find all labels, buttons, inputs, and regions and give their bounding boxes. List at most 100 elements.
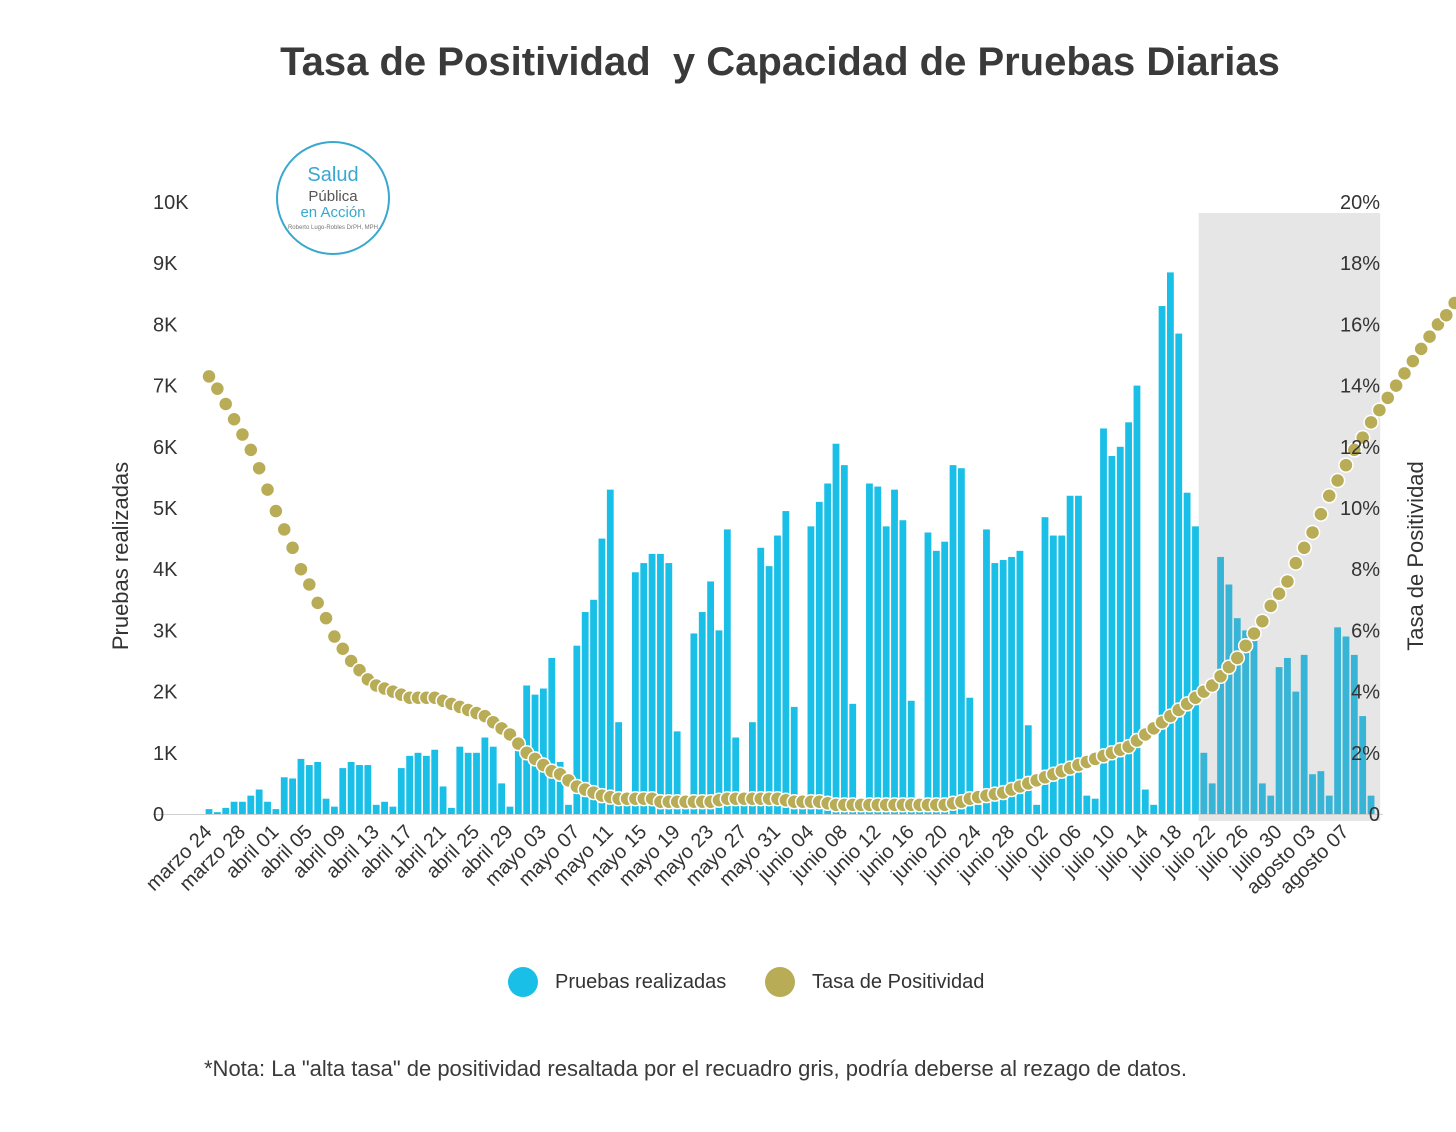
bar xyxy=(239,801,246,814)
y-tick-label: 1K xyxy=(153,743,178,765)
y2-tick-label: 16% xyxy=(1340,314,1380,336)
logo-ring xyxy=(276,141,390,255)
bar xyxy=(489,746,497,814)
line-point xyxy=(251,460,267,476)
bar xyxy=(832,443,840,814)
bar xyxy=(782,511,790,814)
bar xyxy=(1300,654,1308,814)
line-point xyxy=(1438,307,1455,323)
line-point xyxy=(259,481,276,498)
bar xyxy=(230,801,238,814)
bar xyxy=(732,737,740,814)
bar xyxy=(983,529,990,814)
line-point xyxy=(1380,390,1396,406)
bar xyxy=(339,768,347,814)
logo-line2: Pública xyxy=(308,188,358,205)
bar xyxy=(707,581,714,814)
bar xyxy=(740,804,748,814)
bar xyxy=(1100,428,1107,814)
bar xyxy=(1016,550,1024,814)
bar xyxy=(1200,752,1208,814)
bar xyxy=(1334,627,1341,814)
line-point xyxy=(209,380,226,397)
bar xyxy=(1066,495,1074,814)
bar xyxy=(866,483,873,814)
y-tick-label: 10K xyxy=(153,192,189,214)
line-point xyxy=(243,442,259,458)
bar xyxy=(314,761,322,814)
y2-tick-label: 10% xyxy=(1340,498,1380,520)
bar xyxy=(389,806,397,814)
bar xyxy=(840,465,848,814)
bar xyxy=(757,547,765,814)
bar xyxy=(213,812,221,814)
bar xyxy=(422,755,430,814)
logo-line3: en Acción xyxy=(300,204,366,221)
bar xyxy=(1250,627,1258,814)
bar xyxy=(1183,492,1191,814)
bar xyxy=(648,553,656,814)
y-tick-label: 3K xyxy=(153,620,178,642)
bar xyxy=(1192,526,1199,814)
y-tick-label: 8K xyxy=(153,314,178,336)
bar xyxy=(540,688,547,814)
bar xyxy=(907,700,915,814)
bar xyxy=(849,703,857,814)
line-point xyxy=(1237,637,1254,654)
line-point xyxy=(201,368,217,385)
logo-line1: Salud xyxy=(307,164,359,186)
line-point xyxy=(1262,598,1279,614)
bar xyxy=(289,778,296,814)
bar xyxy=(924,532,932,814)
bar xyxy=(381,801,388,814)
y-tick-label: 2K xyxy=(153,682,178,704)
legend-swatch-tests xyxy=(508,967,538,997)
bar xyxy=(1150,804,1158,814)
footnote: *Nota: La "alta tasa" de positividad res… xyxy=(204,1056,1187,1081)
bar xyxy=(1083,795,1091,814)
bar xyxy=(1359,716,1367,814)
bar xyxy=(372,804,380,814)
bar xyxy=(623,804,631,814)
bar xyxy=(631,572,639,814)
line-point xyxy=(1338,457,1354,473)
y-tick-label: 9K xyxy=(153,253,178,275)
bar xyxy=(1367,795,1375,814)
y2-tick-label: 4% xyxy=(1351,682,1380,704)
bar xyxy=(331,806,338,814)
bar xyxy=(272,809,280,814)
bar xyxy=(949,465,957,814)
bar xyxy=(1175,333,1183,814)
bar xyxy=(958,468,965,814)
chart-title: Tasa de Positividad y Capacidad de Prueb… xyxy=(280,40,1280,84)
bar xyxy=(1133,385,1141,814)
bar xyxy=(941,541,949,814)
bar xyxy=(606,489,614,814)
bar xyxy=(448,807,455,814)
y-tick-label: 6K xyxy=(153,437,178,459)
bar xyxy=(565,804,572,814)
line-point xyxy=(1354,429,1371,446)
y2-tick-label: 6% xyxy=(1351,620,1380,642)
bar xyxy=(255,789,263,814)
bar xyxy=(406,755,414,814)
bar xyxy=(991,563,999,814)
line-point xyxy=(1304,524,1321,541)
bar xyxy=(1267,795,1275,814)
line-point xyxy=(1421,328,1438,345)
bar xyxy=(657,553,664,814)
bar xyxy=(1091,798,1099,814)
logo: Salud Pública en Acción Roberto Lugo-Rob… xyxy=(276,141,390,255)
bar xyxy=(1208,783,1216,814)
legend-label-tests: Pruebas realizadas xyxy=(555,970,727,993)
bar xyxy=(665,563,673,814)
line-point xyxy=(1254,613,1271,629)
line-point xyxy=(1271,585,1287,602)
line-point xyxy=(326,628,343,645)
y2-tick-label: 18% xyxy=(1340,253,1380,275)
bar xyxy=(749,722,756,814)
bar xyxy=(765,566,773,814)
line-point xyxy=(234,426,251,443)
line-point xyxy=(1446,295,1456,311)
line-point xyxy=(1329,472,1346,489)
